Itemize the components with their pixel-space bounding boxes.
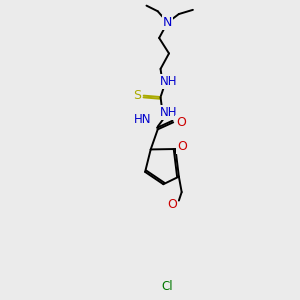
Text: NH: NH (160, 75, 178, 88)
Text: O: O (176, 116, 186, 129)
Text: HN: HN (134, 113, 151, 126)
Text: O: O (177, 140, 187, 153)
Text: N: N (163, 16, 172, 29)
Text: Cl: Cl (162, 280, 173, 293)
Text: O: O (167, 198, 177, 211)
Text: S: S (133, 89, 141, 102)
Text: NH: NH (160, 106, 177, 119)
